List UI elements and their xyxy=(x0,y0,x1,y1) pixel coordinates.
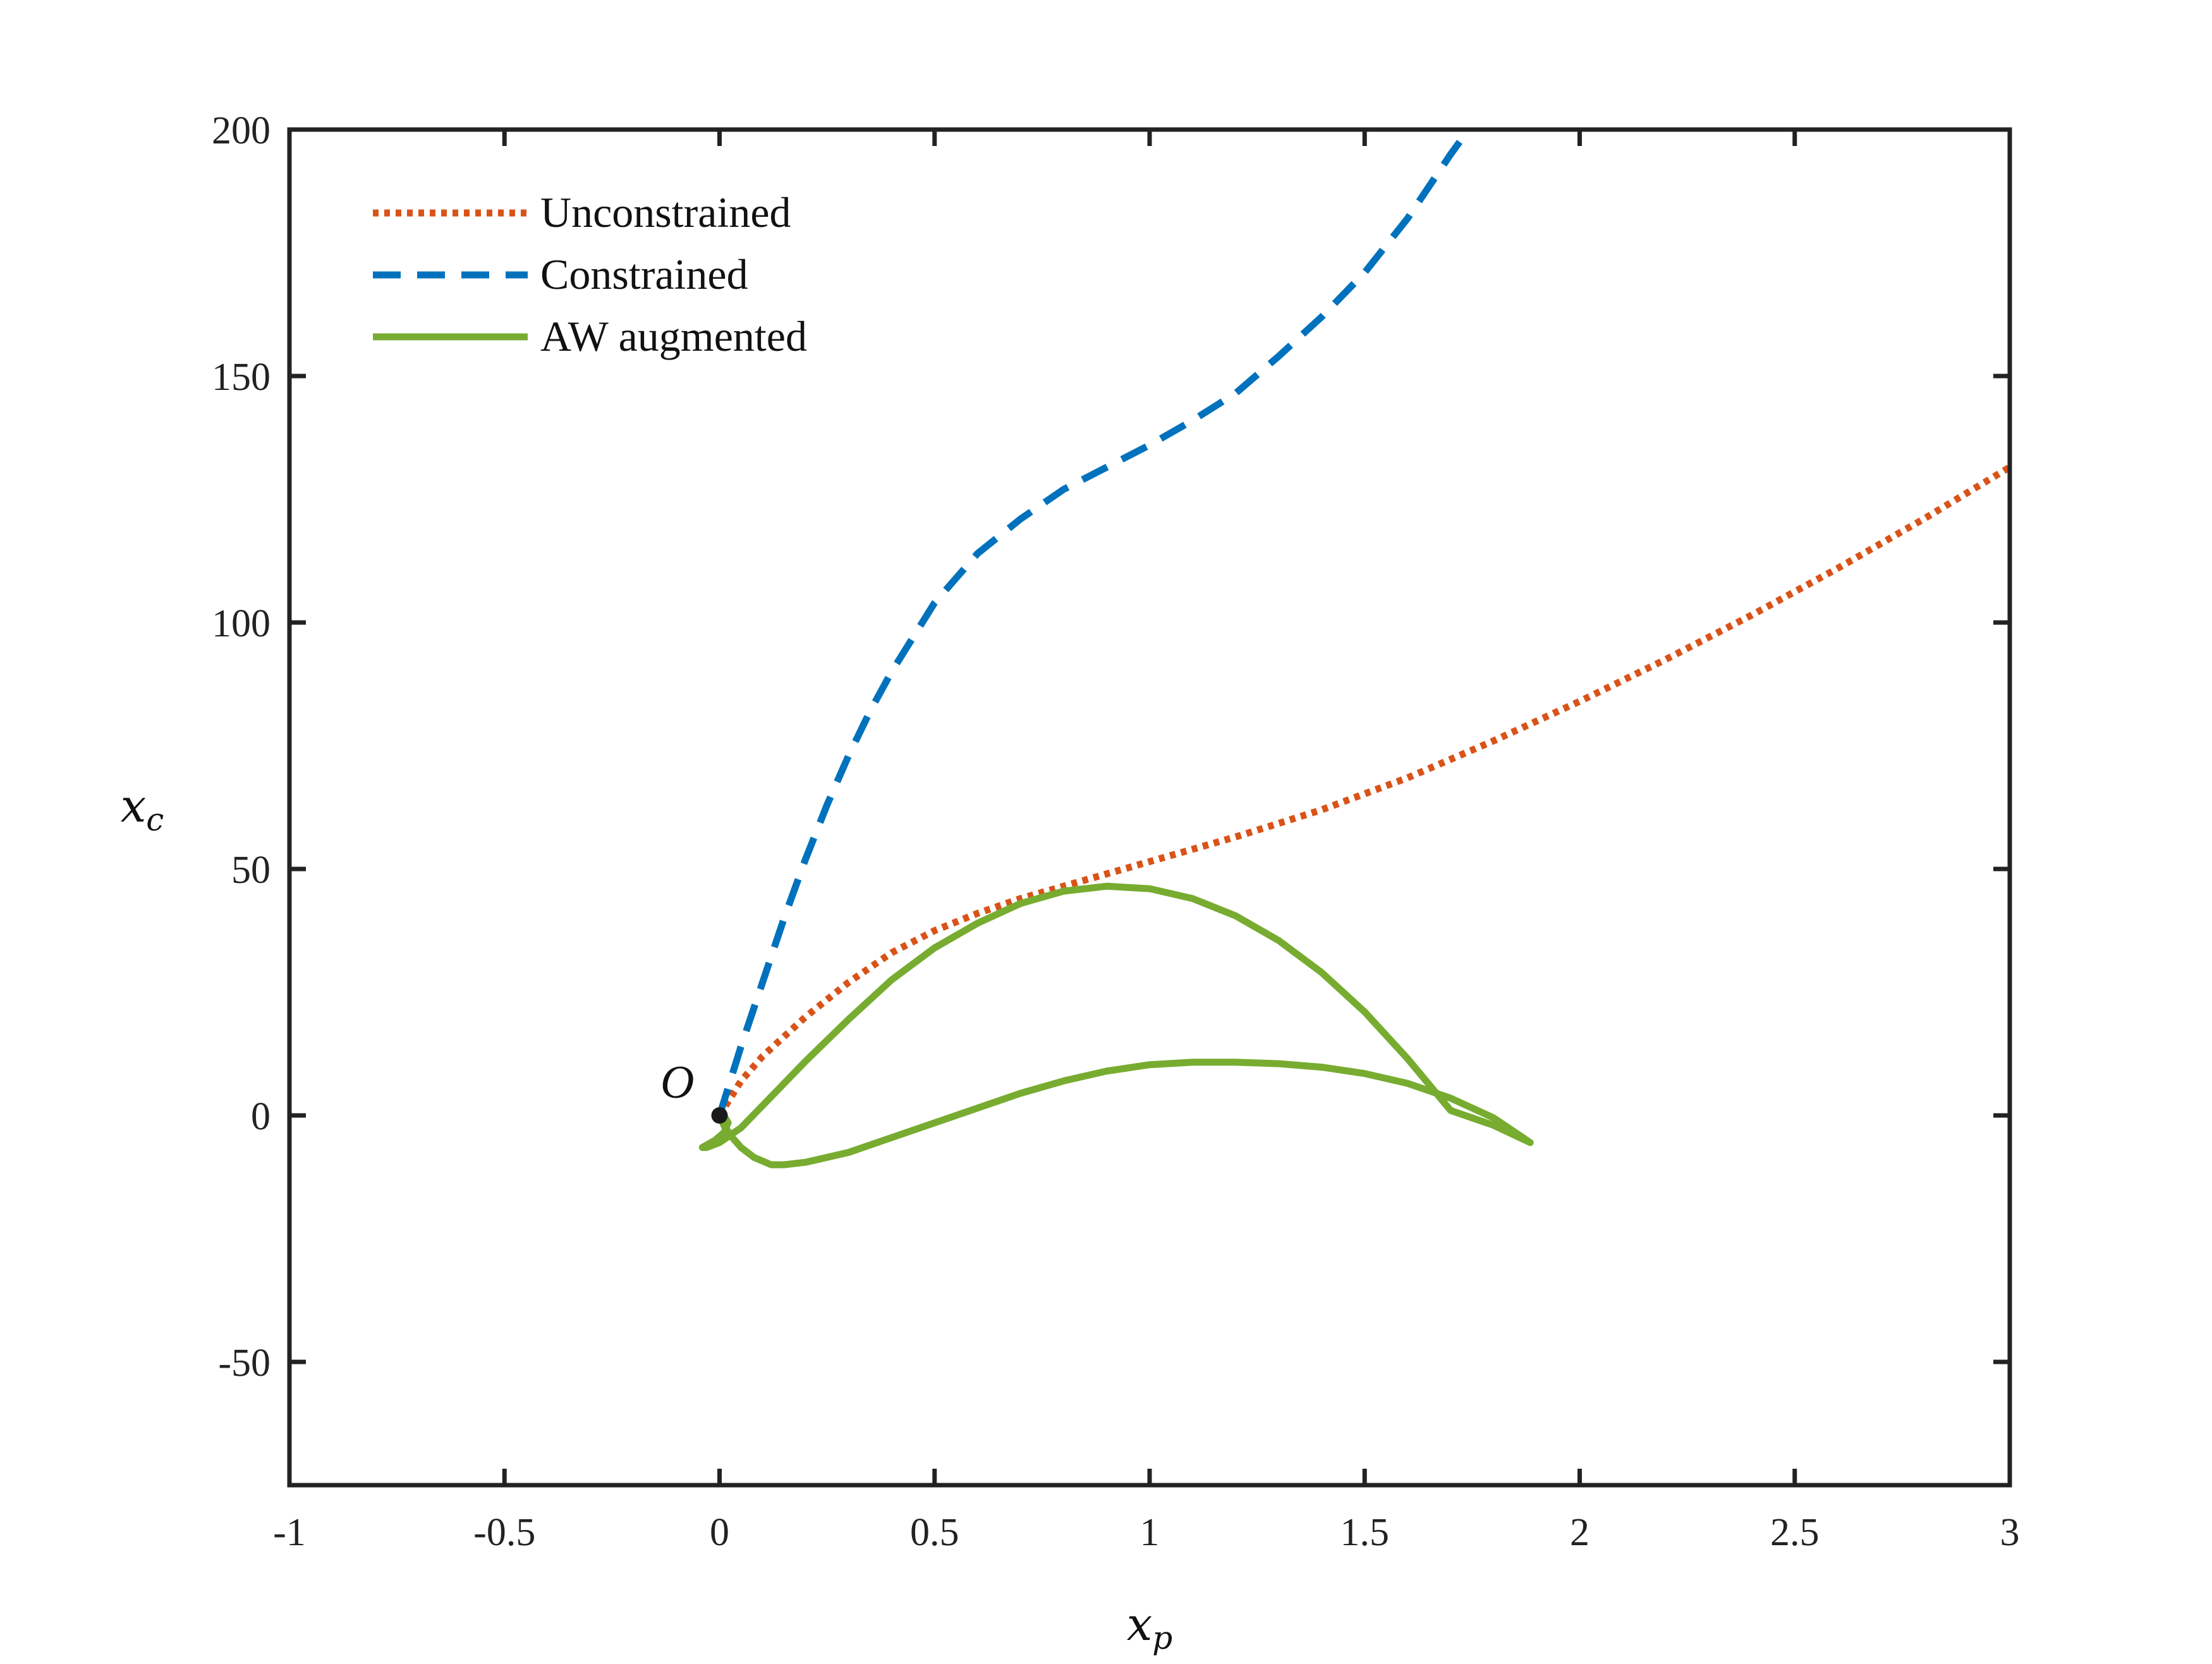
origin-label: O xyxy=(660,1057,694,1108)
series-layer xyxy=(698,130,2010,1169)
y-axis-label-subscript: c xyxy=(146,801,164,838)
y-axis-label: xc xyxy=(121,779,164,838)
legend-label-unconstrained: Unconstrained xyxy=(540,188,791,236)
y-tick-label: -50 xyxy=(218,1342,270,1385)
x-tick-label: 2 xyxy=(1570,1511,1589,1554)
x-tick-label: 1.5 xyxy=(1340,1511,1390,1554)
tick-layer xyxy=(287,127,2012,1485)
legend-label-aw-augmented: AW augmented xyxy=(540,312,807,360)
x-tick-label: 2.5 xyxy=(1770,1511,1820,1554)
x-axis-label-base: x xyxy=(1127,1598,1153,1651)
y-axis-label-base: x xyxy=(121,779,147,832)
legend-label-constrained: Constrained xyxy=(540,250,748,298)
y-tick-label: 100 xyxy=(212,602,270,645)
y-tick-label: 150 xyxy=(212,356,270,399)
annotation-layer: O xyxy=(660,1057,728,1124)
y-tick-label: 0 xyxy=(251,1095,270,1138)
legend: Unconstrained Constrained AW augmented xyxy=(373,188,807,360)
x-tick-label: 1 xyxy=(1140,1511,1160,1554)
x-tick-label: 0 xyxy=(710,1511,729,1554)
origin-point-marker xyxy=(711,1107,728,1124)
x-tick-label: -1 xyxy=(273,1511,306,1554)
y-tick-label: 200 xyxy=(212,109,270,152)
series-line-constrained xyxy=(716,130,1473,1117)
x-axis-label: xp xyxy=(1127,1598,1173,1656)
y-tick-label: 50 xyxy=(231,849,270,892)
tick-label-layer: -1 -0.5 0 0.5 1 1.5 2 2.5 3 -50 0 50 100 150 200 xyxy=(212,109,2020,1554)
series-line-unconstrained xyxy=(716,464,2010,1117)
x-tick-label: 3 xyxy=(2000,1511,2020,1554)
x-tick-label: -0.5 xyxy=(473,1511,535,1554)
x-axis-label-subscript: p xyxy=(1152,1620,1172,1656)
x-tick-label: 0.5 xyxy=(910,1511,959,1554)
series-line-aw-augmented xyxy=(698,882,1534,1169)
